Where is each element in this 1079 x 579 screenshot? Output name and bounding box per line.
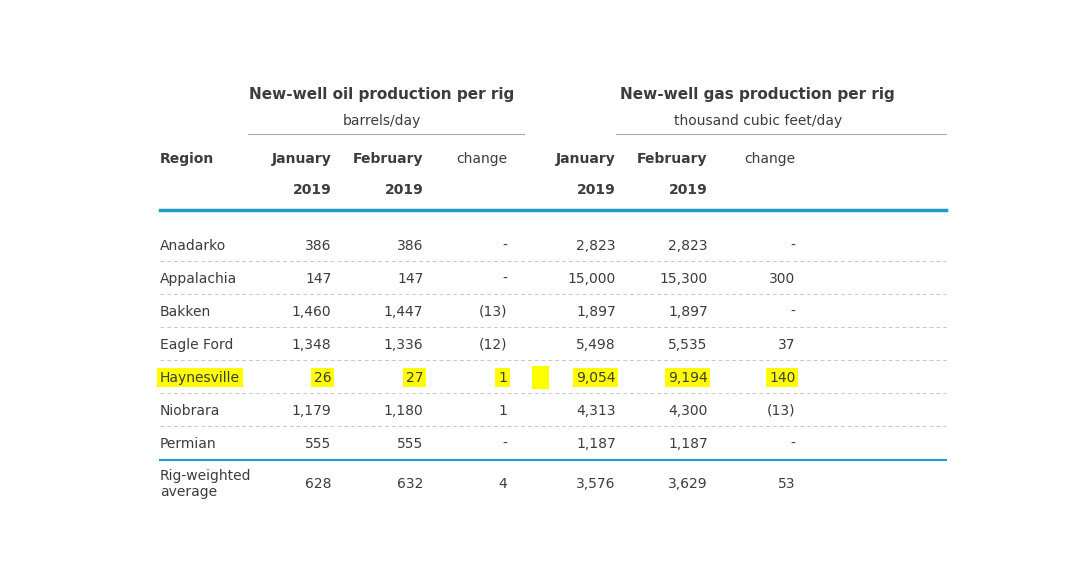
Text: (12): (12) [478, 338, 507, 351]
Text: 1,447: 1,447 [384, 305, 423, 318]
Text: -: - [791, 437, 795, 450]
Text: 1: 1 [498, 371, 507, 384]
Text: 628: 628 [305, 477, 331, 491]
Text: 26: 26 [314, 371, 331, 384]
Text: 5,535: 5,535 [668, 338, 708, 351]
Text: 2019: 2019 [577, 183, 616, 197]
Text: Permian: Permian [160, 437, 217, 450]
Text: 2,823: 2,823 [668, 239, 708, 252]
Text: 9,054: 9,054 [576, 371, 616, 384]
Text: February: February [638, 152, 708, 166]
Text: 15,300: 15,300 [659, 272, 708, 285]
Text: 4,313: 4,313 [576, 404, 616, 417]
Text: New-well gas production per rig: New-well gas production per rig [620, 86, 896, 101]
Text: 53: 53 [778, 477, 795, 491]
Text: -: - [791, 239, 795, 252]
Text: Appalachia: Appalachia [160, 272, 237, 285]
Text: 9,194: 9,194 [668, 371, 708, 384]
Text: -: - [502, 272, 507, 285]
Text: January: January [272, 152, 331, 166]
Text: 3,629: 3,629 [668, 477, 708, 491]
Text: thousand cubic feet/day: thousand cubic feet/day [673, 113, 842, 128]
Text: Haynesville: Haynesville [160, 371, 240, 384]
Text: 1,180: 1,180 [384, 404, 423, 417]
Text: 5,498: 5,498 [576, 338, 616, 351]
Text: 147: 147 [397, 272, 423, 285]
Text: 632: 632 [397, 477, 423, 491]
Text: (13): (13) [767, 404, 795, 417]
Text: change: change [455, 152, 507, 166]
Text: Rig-weighted
average: Rig-weighted average [160, 469, 251, 499]
Text: Bakken: Bakken [160, 305, 211, 318]
Text: 1,897: 1,897 [576, 305, 616, 318]
Text: 4,300: 4,300 [668, 404, 708, 417]
Text: 1,187: 1,187 [668, 437, 708, 450]
Text: 2,823: 2,823 [576, 239, 616, 252]
Text: 386: 386 [305, 239, 331, 252]
Text: -: - [502, 239, 507, 252]
Text: Niobrara: Niobrara [160, 404, 220, 417]
Text: -: - [502, 437, 507, 450]
Text: Eagle Ford: Eagle Ford [160, 338, 233, 351]
Text: change: change [745, 152, 795, 166]
Text: barrels/day: barrels/day [342, 113, 421, 128]
Text: 4: 4 [498, 477, 507, 491]
Text: 1,179: 1,179 [291, 404, 331, 417]
Text: 2019: 2019 [669, 183, 708, 197]
Text: 1,336: 1,336 [384, 338, 423, 351]
Text: 1: 1 [498, 404, 507, 417]
Text: 15,000: 15,000 [568, 272, 616, 285]
Text: 1,897: 1,897 [668, 305, 708, 318]
Text: 1,348: 1,348 [291, 338, 331, 351]
Text: New-well oil production per rig: New-well oil production per rig [249, 86, 515, 101]
Text: 2019: 2019 [292, 183, 331, 197]
Text: Region: Region [160, 152, 215, 166]
Text: February: February [353, 152, 423, 166]
Text: 2019: 2019 [384, 183, 423, 197]
Bar [532, 366, 549, 389]
Text: 555: 555 [397, 437, 423, 450]
Text: 3,576: 3,576 [576, 477, 616, 491]
Text: 147: 147 [305, 272, 331, 285]
Text: 1,460: 1,460 [291, 305, 331, 318]
Text: -: - [791, 305, 795, 318]
Text: 555: 555 [305, 437, 331, 450]
Text: 386: 386 [397, 239, 423, 252]
Text: (13): (13) [478, 305, 507, 318]
Text: 27: 27 [406, 371, 423, 384]
Text: 140: 140 [769, 371, 795, 384]
Text: 300: 300 [769, 272, 795, 285]
Text: Anadarko: Anadarko [160, 239, 227, 252]
Text: 37: 37 [778, 338, 795, 351]
Text: January: January [556, 152, 616, 166]
Text: 1,187: 1,187 [576, 437, 616, 450]
